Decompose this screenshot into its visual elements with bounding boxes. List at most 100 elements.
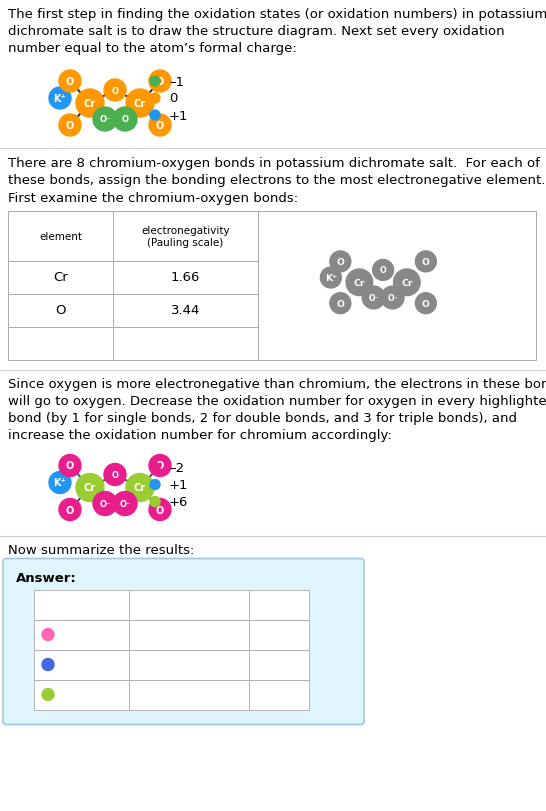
Circle shape	[150, 94, 160, 104]
Circle shape	[59, 115, 81, 137]
Circle shape	[59, 455, 81, 477]
Text: O: O	[156, 461, 164, 471]
Text: –1: –1	[169, 75, 184, 88]
Text: Answer:: Answer:	[16, 572, 77, 585]
Circle shape	[362, 287, 385, 310]
Circle shape	[149, 499, 171, 521]
Circle shape	[416, 251, 436, 272]
Circle shape	[59, 499, 81, 521]
Text: O: O	[336, 299, 345, 308]
Text: The first step in finding the oxidation states (or oxidation numbers) in potassi: The first step in finding the oxidation …	[8, 8, 546, 55]
Text: O⁻: O⁻	[120, 500, 130, 508]
Circle shape	[150, 497, 160, 507]
Text: K⁺: K⁺	[325, 273, 337, 283]
Circle shape	[150, 480, 160, 490]
Circle shape	[42, 659, 54, 671]
FancyBboxPatch shape	[113, 294, 258, 327]
Text: 3.44: 3.44	[171, 304, 200, 317]
Text: (chromium): (chromium)	[185, 689, 245, 700]
Circle shape	[381, 287, 404, 310]
Text: +1: +1	[169, 109, 188, 122]
Text: Cr: Cr	[84, 99, 96, 109]
Circle shape	[93, 492, 117, 516]
Circle shape	[149, 115, 171, 137]
Circle shape	[49, 88, 71, 109]
FancyBboxPatch shape	[8, 212, 113, 261]
Circle shape	[104, 464, 126, 486]
FancyBboxPatch shape	[129, 590, 249, 620]
Text: Cr: Cr	[53, 271, 68, 284]
FancyBboxPatch shape	[249, 680, 309, 710]
Text: +6: +6	[60, 689, 80, 702]
Circle shape	[113, 108, 137, 132]
Circle shape	[76, 90, 104, 118]
Text: –2: –2	[169, 461, 184, 474]
Text: Since oxygen is more electronegative than chromium, the electrons in these bonds: Since oxygen is more electronegative tha…	[8, 378, 546, 442]
Text: O: O	[156, 77, 164, 87]
Circle shape	[373, 260, 394, 281]
Text: O⁻: O⁻	[99, 500, 111, 508]
FancyBboxPatch shape	[249, 650, 309, 680]
FancyBboxPatch shape	[34, 680, 129, 710]
Text: +6: +6	[169, 496, 188, 508]
Text: electronegativity
(Pauling scale): electronegativity (Pauling scale)	[141, 225, 230, 247]
Text: +1: +1	[60, 659, 80, 672]
Circle shape	[126, 90, 154, 118]
Text: O: O	[171, 629, 181, 642]
Circle shape	[42, 629, 54, 641]
Text: O: O	[422, 258, 430, 267]
FancyBboxPatch shape	[113, 327, 258, 360]
Text: (oxygen): (oxygen)	[179, 629, 225, 640]
Text: O: O	[422, 299, 430, 308]
Text: –2: –2	[60, 629, 76, 642]
FancyBboxPatch shape	[258, 212, 536, 360]
FancyBboxPatch shape	[129, 620, 249, 650]
Circle shape	[49, 472, 71, 494]
FancyBboxPatch shape	[34, 590, 129, 620]
Text: Cr: Cr	[84, 483, 96, 493]
Text: O: O	[122, 115, 128, 124]
Circle shape	[150, 77, 160, 87]
Circle shape	[394, 269, 420, 296]
Text: Cr: Cr	[171, 689, 186, 702]
FancyBboxPatch shape	[113, 261, 258, 294]
Circle shape	[149, 455, 171, 477]
Text: O: O	[66, 505, 74, 515]
Text: (potassium): (potassium)	[179, 659, 240, 670]
FancyBboxPatch shape	[34, 620, 129, 650]
FancyBboxPatch shape	[113, 212, 258, 261]
Text: K⁺: K⁺	[54, 478, 67, 488]
Circle shape	[42, 689, 54, 701]
Text: Cr: Cr	[134, 483, 146, 493]
FancyBboxPatch shape	[129, 650, 249, 680]
FancyBboxPatch shape	[8, 327, 113, 360]
Text: O: O	[66, 77, 74, 87]
Text: 2: 2	[275, 659, 283, 672]
Circle shape	[93, 108, 117, 132]
Text: O: O	[111, 470, 118, 479]
Circle shape	[150, 111, 160, 121]
Text: O: O	[156, 121, 164, 131]
Text: 0: 0	[169, 92, 177, 105]
Circle shape	[330, 294, 351, 314]
FancyBboxPatch shape	[249, 590, 309, 620]
Circle shape	[416, 294, 436, 314]
Circle shape	[104, 80, 126, 102]
Text: 7: 7	[275, 629, 283, 642]
Circle shape	[59, 71, 81, 93]
Text: oxidation state: oxidation state	[37, 599, 126, 611]
Text: Cr: Cr	[354, 278, 365, 287]
Circle shape	[150, 463, 160, 473]
Text: element: element	[39, 231, 82, 242]
FancyBboxPatch shape	[3, 559, 364, 724]
Text: +1: +1	[169, 478, 188, 491]
FancyBboxPatch shape	[249, 620, 309, 650]
Text: O: O	[66, 461, 74, 471]
Text: O: O	[156, 505, 164, 515]
Text: count: count	[263, 599, 295, 611]
FancyBboxPatch shape	[129, 680, 249, 710]
Circle shape	[126, 474, 154, 502]
Circle shape	[321, 268, 341, 289]
Circle shape	[330, 251, 351, 272]
Circle shape	[149, 71, 171, 93]
